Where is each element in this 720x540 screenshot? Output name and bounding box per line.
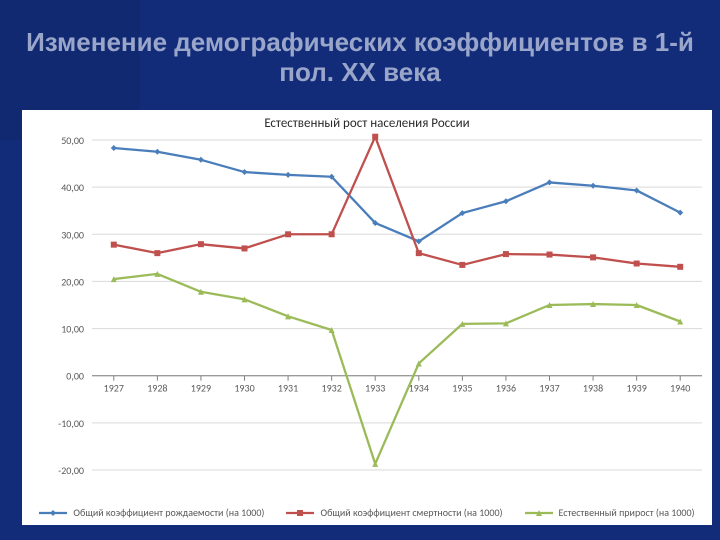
marker — [372, 134, 378, 140]
y-tick-label: 50,00 — [61, 134, 84, 147]
chart-legend: Общий коэффициент рождаемости (на 1000) О… — [22, 506, 712, 519]
x-tick-label: 1938 — [583, 382, 603, 395]
legend-label: Естественный прирост (на 1000) — [559, 506, 695, 519]
y-tick-label: 0,00 — [66, 370, 84, 383]
marker — [634, 261, 640, 267]
x-tick-label: 1932 — [322, 382, 342, 395]
marker — [329, 231, 335, 237]
slide-title-band: Изменение демографических коэффициентов … — [0, 0, 720, 115]
legend-marker-icon — [39, 507, 67, 519]
marker — [590, 183, 596, 189]
marker — [154, 149, 160, 155]
y-tick-label: -10,00 — [58, 417, 84, 430]
y-tick-label: 30,00 — [61, 228, 84, 241]
marker — [111, 242, 117, 248]
chart-container: Естественный рост населения России -20,0… — [22, 110, 712, 525]
marker — [503, 251, 509, 257]
x-tick-label: 1934 — [409, 382, 429, 395]
marker — [459, 262, 465, 268]
x-tick-label: 1927 — [104, 382, 124, 395]
legend-item: Общий коэффициент рождаемости (на 1000) — [39, 506, 264, 519]
x-tick-label: 1937 — [539, 382, 559, 395]
x-tick-label: 1935 — [452, 382, 472, 395]
x-tick-label: 1933 — [365, 382, 385, 395]
x-tick-label: 1928 — [147, 382, 167, 395]
marker — [677, 264, 683, 270]
legend-marker-icon — [525, 507, 553, 519]
y-tick-label: 10,00 — [61, 323, 84, 336]
x-tick-label: 1930 — [234, 382, 254, 395]
legend-marker-icon — [286, 507, 314, 519]
y-tick-label: -20,00 — [58, 464, 84, 477]
marker — [111, 145, 117, 151]
legend-label: Общий коэффициент рождаемости (на 1000) — [73, 506, 264, 519]
slide-title: Изменение демографических коэффициентов … — [20, 28, 700, 88]
chart-plot: -20,00 -10,00 0,00 10,00 20,00 30,00 40,00 50,0… — [22, 110, 712, 525]
marker — [198, 241, 204, 247]
x-tick-label: 1936 — [496, 382, 516, 395]
marker — [198, 157, 204, 163]
x-tick-label: 1939 — [627, 382, 647, 395]
marker — [242, 169, 248, 175]
marker — [547, 252, 553, 258]
marker — [242, 245, 248, 251]
marker — [285, 231, 291, 237]
marker — [285, 172, 291, 178]
marker — [154, 250, 160, 256]
legend-item: Естественный прирост (на 1000) — [525, 506, 695, 519]
y-tick-label: 40,00 — [61, 181, 84, 194]
legend-item: Общий коэффициент смертности (на 1000) — [286, 506, 502, 519]
marker — [416, 250, 422, 256]
marker — [590, 254, 596, 260]
x-tick-label: 1931 — [278, 382, 298, 395]
y-tick-label: 20,00 — [61, 275, 84, 288]
series-line — [114, 137, 680, 267]
legend-label: Общий коэффициент смертности (на 1000) — [320, 506, 502, 519]
series-line — [114, 274, 680, 464]
x-tick-label: 1940 — [670, 382, 690, 395]
x-tick-label: 1929 — [191, 382, 211, 395]
